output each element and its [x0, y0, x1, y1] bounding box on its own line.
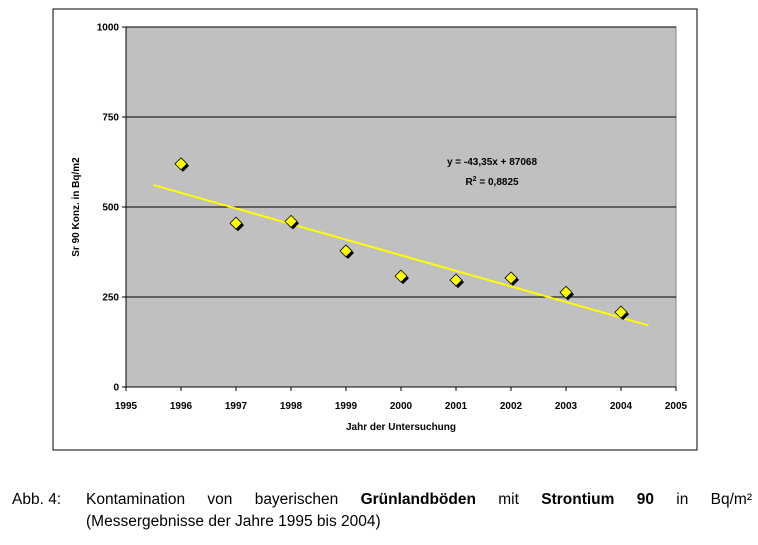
r2-value: = 0,8825	[477, 177, 519, 188]
x-tick-label-1996: 1996	[170, 401, 193, 412]
y-tick-label-250: 250	[102, 293, 119, 304]
x-tick-label-2000: 2000	[390, 401, 413, 412]
data-point-marker-2003	[559, 285, 573, 299]
data-point-marker-1999	[339, 244, 353, 258]
x-tick-label-1998: 1998	[280, 401, 303, 412]
y-axis-title: Sr 90 Konz. in Bq/m2	[71, 157, 82, 257]
caption-part-1: Kontamination von bayerischen	[86, 491, 361, 508]
caption-text-1: Kontamination von bayerischen Grünlandbö…	[86, 489, 752, 511]
points-layer	[174, 157, 629, 321]
x-tick-label-2004: 2004	[610, 401, 633, 412]
data-point-marker-2000	[394, 269, 408, 283]
chart-frame: 0 250 500 750 1000 1995 1996 1997 1998 1999 2000 20…	[52, 8, 698, 451]
x-tick-label-1995: 1995	[115, 401, 138, 412]
caption-bold-1: Grünlandböden	[360, 491, 476, 508]
x-tick-label-1999: 1999	[335, 401, 358, 412]
y-tick-label-1000: 1000	[97, 23, 120, 34]
x-tick-label-1997: 1997	[225, 401, 248, 412]
data-point-marker-1997	[229, 216, 243, 230]
data-point-marker-1998	[284, 214, 298, 228]
x-tick-label-2003: 2003	[555, 401, 578, 412]
r2-exponent: 2	[473, 176, 477, 183]
y-tick-label-0: 0	[113, 383, 119, 394]
data-point-2000	[394, 269, 409, 285]
caption-line-1: Abb. 4: Kontamination von bayerischen Gr…	[12, 489, 752, 511]
labels-layer: 0 250 500 750 1000 1995 1996 1997 1998 1999 2000 20…	[97, 23, 688, 413]
data-point-1996	[174, 157, 189, 172]
data-point-2002	[504, 271, 519, 286]
chart-svg: 0 250 500 750 1000 1995 1996 1997 1998 1999 2000 20…	[52, 8, 698, 451]
trendline-r2: R2 = 0,8825	[465, 176, 519, 188]
figure-caption: Abb. 4: Kontamination von bayerischen Gr…	[12, 489, 752, 533]
y-tick-label-750: 750	[102, 113, 119, 124]
trendline	[153, 184, 649, 327]
caption-part-3: in Bq/m²	[653, 491, 752, 508]
grid-layer	[126, 26, 676, 298]
r2-prefix: R	[465, 177, 473, 188]
y-tick-label-500: 500	[102, 203, 119, 214]
x-tick-label-2002: 2002	[500, 401, 523, 412]
trendline-equation: y = -43,35x + 87068	[447, 157, 538, 168]
data-point-marker-2001	[449, 273, 463, 287]
data-point-1997	[229, 216, 244, 232]
data-point-marker-2002	[504, 271, 518, 285]
caption-line-2: (Messergebnisse der Jahre 1995 bis 2004)	[86, 513, 381, 530]
x-tick-label-2005: 2005	[665, 401, 688, 412]
caption-label: Abb. 4:	[12, 491, 62, 508]
data-point-2003	[559, 285, 574, 301]
data-point-2001	[449, 273, 464, 289]
data-point-1998	[284, 214, 299, 230]
trend-layer	[153, 184, 649, 327]
x-axis-title: Jahr der Untersuchung	[346, 422, 456, 433]
x-tick-label-2001: 2001	[445, 401, 468, 412]
data-point-1999	[339, 244, 354, 259]
axes-layer	[122, 26, 677, 391]
data-point-2004	[614, 305, 629, 321]
caption-part-2: mit	[475, 491, 542, 508]
data-point-marker-2004	[614, 305, 628, 319]
caption-bold-2: Strontium 90	[541, 491, 654, 508]
data-point-marker-1996	[174, 157, 188, 171]
